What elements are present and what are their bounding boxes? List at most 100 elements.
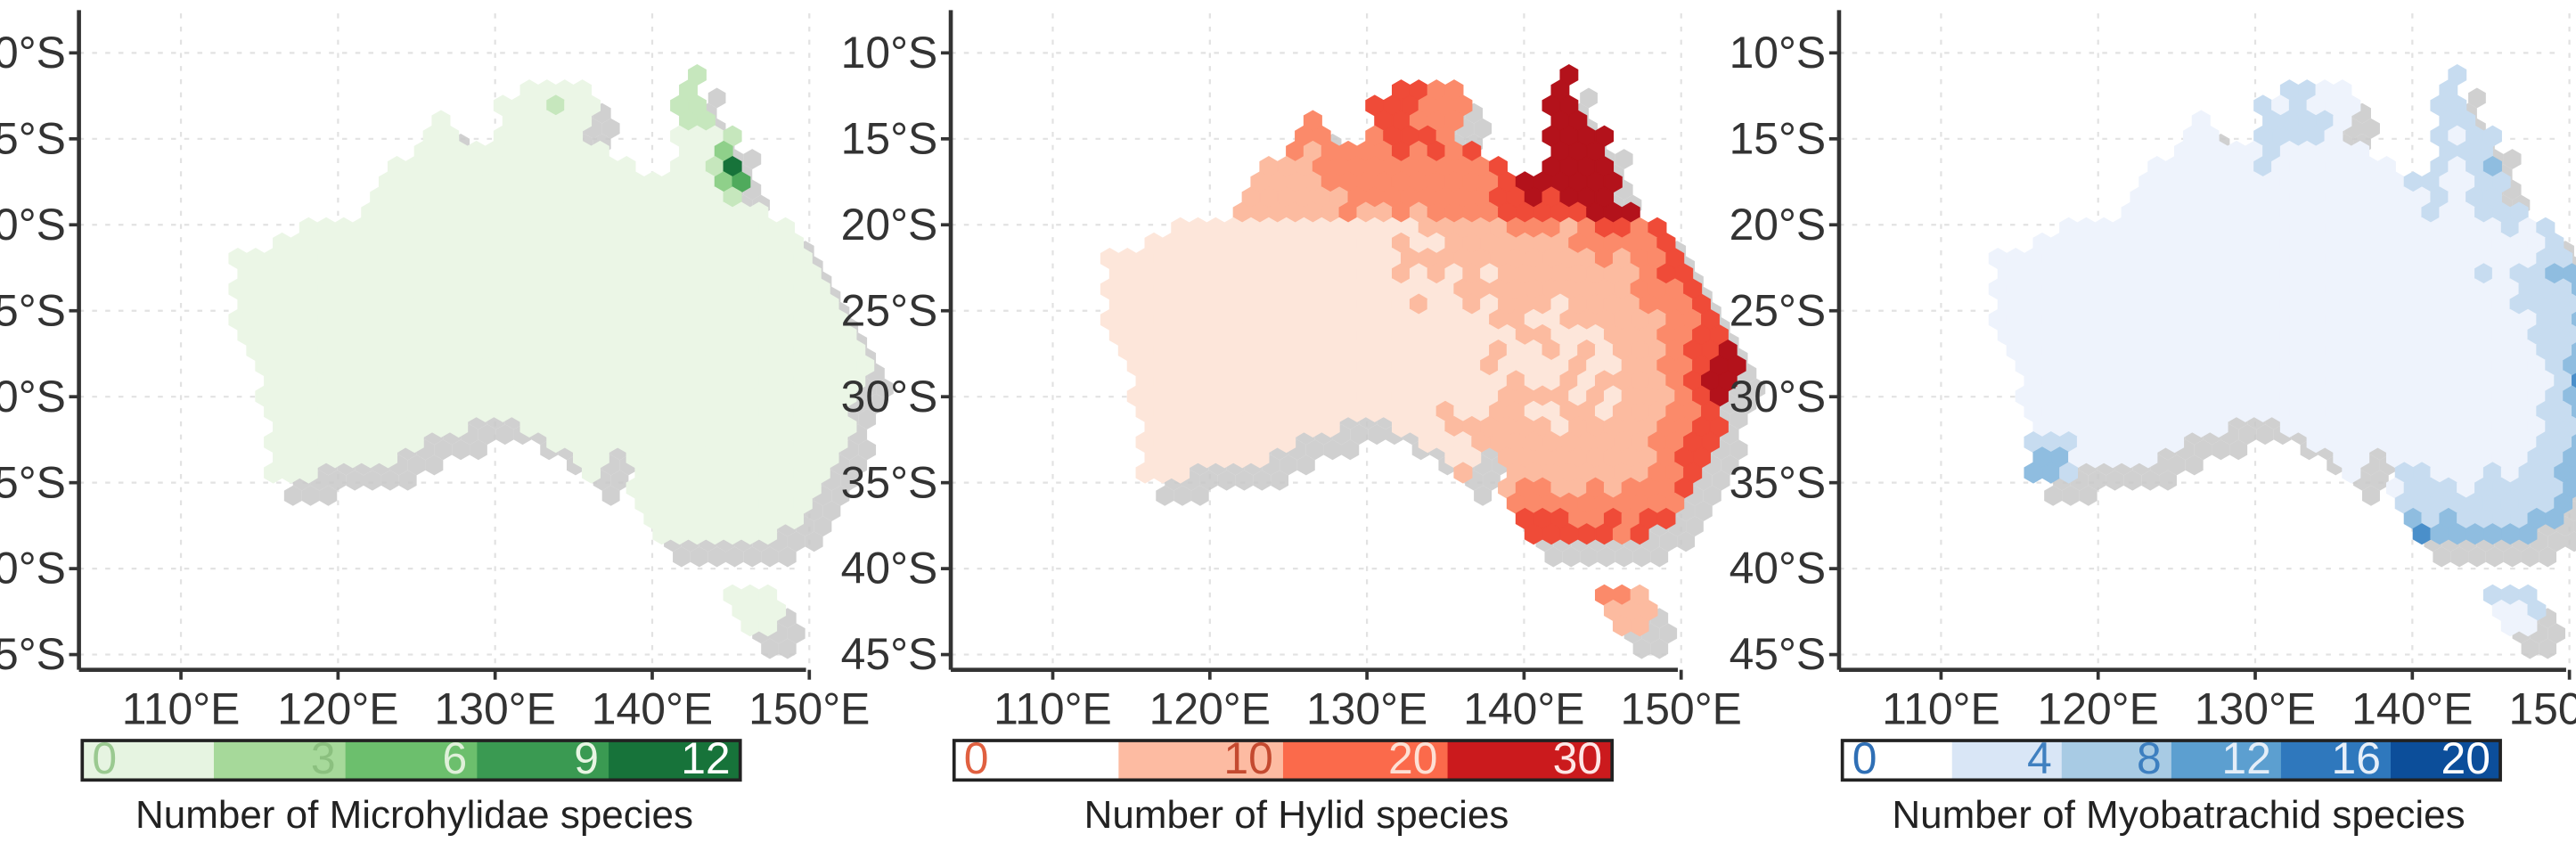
hex-cell bbox=[1559, 523, 1579, 545]
legend-tick-label: 3 bbox=[311, 733, 336, 783]
x-tick-label: 130°E bbox=[1306, 684, 1427, 734]
hex-cell bbox=[2103, 446, 2122, 469]
legend-swatch bbox=[1842, 741, 1953, 781]
hex-cell bbox=[282, 462, 300, 484]
legend-swatch bbox=[2061, 741, 2172, 781]
axes-myobatrachid: 10°S 15°S 20°S 25°S 30°S 35°S 40°S 45°S 110°E 120… bbox=[1730, 10, 2576, 734]
y-tick-label: 35°S bbox=[0, 457, 66, 507]
hex-cell bbox=[2500, 523, 2520, 545]
hex-cell bbox=[476, 400, 495, 422]
x-tick-label: 130°E bbox=[435, 684, 556, 734]
legend-tick-label: 30 bbox=[1553, 733, 1602, 783]
legend-tick-label: 9 bbox=[574, 733, 599, 783]
hex-cell bbox=[298, 462, 318, 484]
hex-cell bbox=[2041, 462, 2061, 484]
hex-cell bbox=[2236, 400, 2255, 422]
hex-cell bbox=[2191, 415, 2211, 438]
hex-cell bbox=[546, 431, 566, 454]
hex-cell bbox=[1594, 523, 1615, 545]
hex-cell bbox=[1630, 615, 1649, 637]
hex-cell bbox=[581, 462, 601, 484]
legend-swatch bbox=[1447, 741, 1614, 781]
caption-hylid: Number of Hylid species bbox=[1084, 793, 1509, 837]
x-tick-label: 110°E bbox=[1882, 684, 2000, 734]
hex-cell bbox=[264, 462, 283, 484]
hex-cell bbox=[1391, 415, 1411, 438]
legend-tick-label: 20 bbox=[2441, 733, 2490, 783]
caption-myobatrachid: Number of Myobatrachid species bbox=[1892, 793, 2466, 837]
legend-tick-label: 0 bbox=[1852, 733, 1877, 783]
hex-cell bbox=[784, 507, 805, 530]
legend-swatch bbox=[345, 741, 478, 781]
y-tick-label: 15°S bbox=[1730, 113, 1827, 163]
hex-cell bbox=[378, 446, 398, 469]
hex-cell bbox=[2545, 507, 2564, 530]
hex-cell bbox=[2165, 431, 2185, 454]
hex-cell bbox=[1524, 523, 1543, 545]
hex-cell bbox=[1197, 446, 1216, 469]
hex-cell bbox=[2121, 446, 2140, 469]
richness-hexes-myobatrachid bbox=[1988, 64, 2576, 637]
y-tick-label: 20°S bbox=[841, 200, 938, 250]
hex-cell bbox=[2306, 431, 2326, 454]
hex-cell bbox=[1453, 462, 1473, 484]
hex-cell bbox=[1656, 507, 1676, 530]
legend-tick-label: 0 bbox=[92, 733, 117, 783]
legend-myobatrachid: 0 4 8 12 16 20 bbox=[1840, 733, 2502, 783]
hex-cell bbox=[2518, 523, 2538, 545]
y-tick-label: 40°S bbox=[0, 544, 66, 593]
y-tick-label: 35°S bbox=[841, 457, 938, 507]
hex-cell bbox=[1171, 462, 1190, 484]
hex-cell bbox=[405, 431, 424, 454]
legend-swatch bbox=[2391, 741, 2502, 781]
y-tick-label: 45°S bbox=[0, 629, 66, 679]
hex-cell bbox=[449, 415, 469, 438]
hex-cell bbox=[2024, 462, 2043, 484]
hex-cell bbox=[688, 523, 707, 545]
legend-tick-label: 0 bbox=[964, 733, 989, 783]
hex-cell bbox=[1612, 615, 1631, 637]
hex-cell bbox=[1347, 400, 1367, 422]
y-tick-label: 10°S bbox=[0, 28, 66, 78]
hex-cell bbox=[1577, 523, 1597, 545]
hex-cell bbox=[519, 415, 539, 438]
graticule-hylid bbox=[951, 13, 1682, 668]
caption-microhylidae: Number of Microhylidae species bbox=[135, 793, 694, 837]
y-tick-label: 25°S bbox=[1730, 285, 1827, 335]
legend-swatch bbox=[213, 741, 347, 781]
legend-tick-label: 12 bbox=[2221, 733, 2270, 783]
hex-cell bbox=[1365, 400, 1385, 422]
y-tick-label: 20°S bbox=[1730, 200, 1827, 250]
y-tick-label: 40°S bbox=[1730, 544, 1827, 593]
x-tick-label: 120°E bbox=[277, 684, 398, 734]
legend-swatch bbox=[2280, 741, 2392, 781]
hex-cell bbox=[2430, 523, 2449, 545]
y-tick-label: 15°S bbox=[0, 113, 66, 163]
legend-microhylidae: 0 3 6 9 12 bbox=[80, 733, 742, 783]
x-tick-label: 120°E bbox=[1149, 684, 1271, 734]
y-tick-label: 30°S bbox=[1730, 372, 1827, 421]
y-tick-label: 20°S bbox=[0, 200, 66, 250]
richness-hexes-microhylidae bbox=[228, 64, 875, 637]
hex-cell bbox=[740, 615, 760, 637]
y-tick-label: 45°S bbox=[1730, 629, 1827, 679]
legend-hylid: 0 10 20 30 bbox=[952, 733, 1615, 783]
hex-cell bbox=[1418, 431, 1437, 454]
x-tick-label: 110°E bbox=[122, 684, 241, 734]
x-tick-label: 140°E bbox=[1463, 684, 1584, 734]
hex-cell bbox=[2059, 462, 2078, 484]
graticule-myobatrachid bbox=[1838, 13, 2571, 668]
x-tick-label: 140°E bbox=[2351, 684, 2473, 734]
hex-cell bbox=[1321, 415, 1340, 438]
hex-cell bbox=[723, 523, 742, 545]
hex-cell bbox=[1277, 431, 1296, 454]
hex-cell bbox=[1630, 523, 1649, 545]
legend-swatch bbox=[1118, 741, 1284, 781]
legend-swatch bbox=[1282, 741, 1449, 781]
richness-hexes-hylid bbox=[1100, 64, 1746, 637]
axes-hylid: 10°S 15°S 20°S 25°S 30°S 35°S 40°S 45°S 110°E 120… bbox=[841, 10, 1742, 734]
legend-swatch bbox=[609, 741, 741, 781]
legend-swatch bbox=[82, 741, 215, 781]
